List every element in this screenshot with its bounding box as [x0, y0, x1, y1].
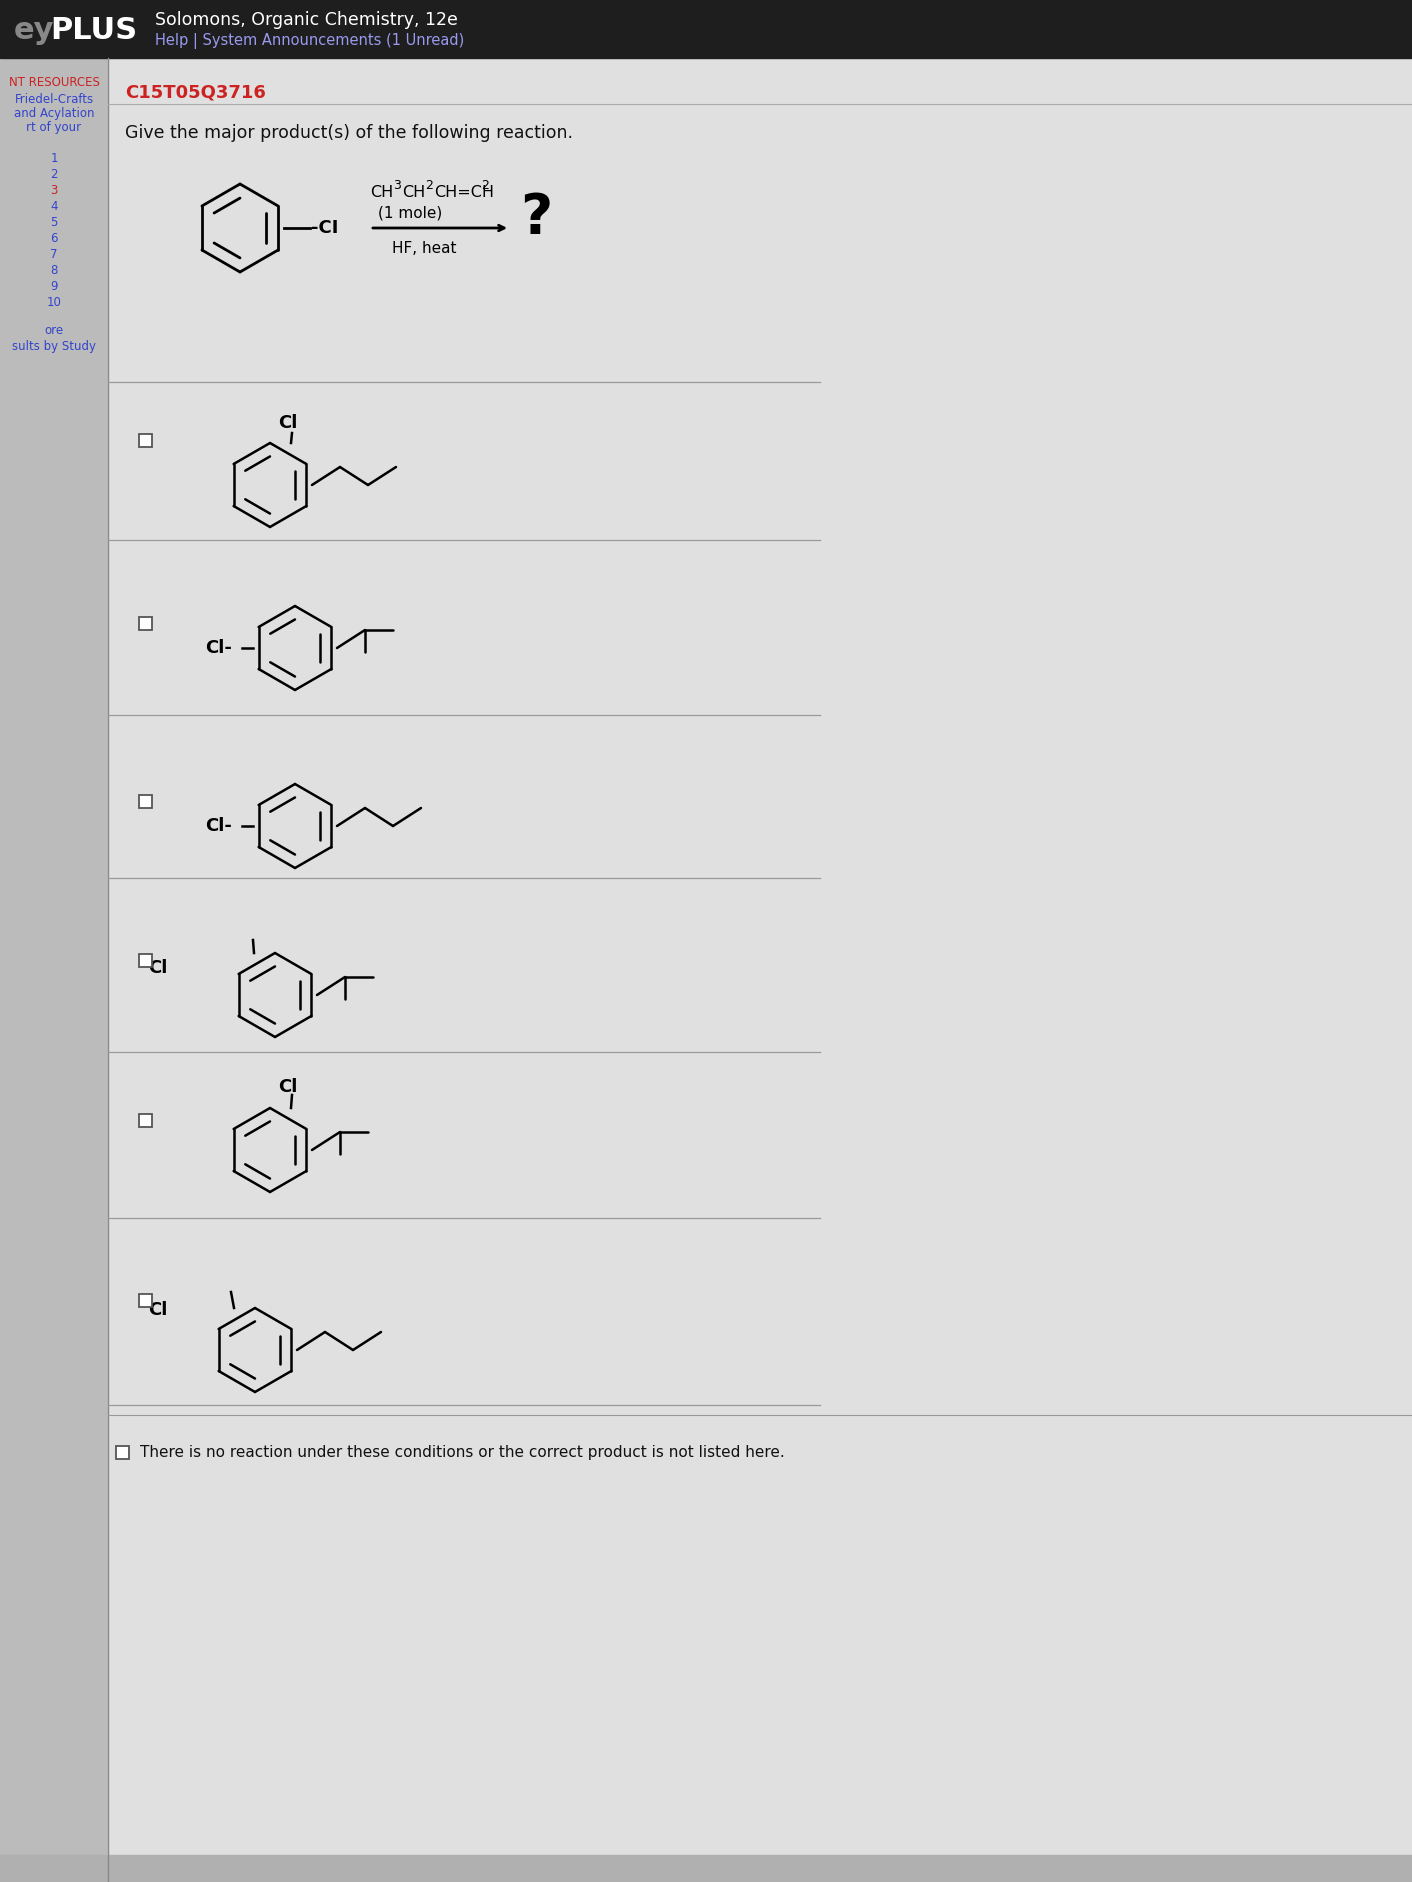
Text: Cl: Cl — [278, 1078, 298, 1095]
Text: ?: ? — [520, 190, 552, 245]
Bar — [138, 794, 151, 807]
Bar — [116, 1445, 128, 1459]
Text: NT RESOURCES: NT RESOURCES — [8, 75, 99, 88]
Text: Friedel-Crafts: Friedel-Crafts — [14, 92, 93, 105]
Text: (1 mole): (1 mole) — [378, 205, 442, 220]
Bar — [138, 1293, 151, 1306]
Text: 6: 6 — [51, 231, 58, 245]
Bar — [138, 954, 151, 967]
Text: 3: 3 — [51, 184, 58, 196]
Bar — [138, 1114, 151, 1127]
Text: -CI: -CI — [311, 218, 339, 237]
Text: sults by Study: sults by Study — [11, 339, 96, 352]
Text: 5: 5 — [51, 216, 58, 228]
Text: 2: 2 — [51, 167, 58, 181]
Text: 8: 8 — [51, 263, 58, 277]
Text: 10: 10 — [47, 295, 62, 309]
Bar — [138, 617, 151, 629]
Text: Solomons, Organic Chemistry, 12e: Solomons, Organic Chemistry, 12e — [155, 11, 457, 28]
Text: ore: ore — [44, 324, 64, 337]
Text: Cl: Cl — [278, 414, 298, 433]
Text: CH: CH — [402, 184, 425, 199]
Text: C15T05Q3716: C15T05Q3716 — [126, 83, 265, 102]
Text: Give the major product(s) of the following reaction.: Give the major product(s) of the followi… — [126, 124, 573, 141]
Text: Cl-: Cl- — [205, 640, 232, 657]
Bar — [0, 0, 1412, 58]
Text: 2: 2 — [425, 179, 433, 192]
Text: 7: 7 — [51, 248, 58, 260]
Text: rt of your: rt of your — [27, 120, 82, 134]
Text: HF, heat: HF, heat — [393, 241, 456, 256]
Text: Cl: Cl — [148, 960, 168, 977]
Bar — [0, 58, 107, 1882]
Text: and Acylation: and Acylation — [14, 107, 95, 119]
Text: ey: ey — [14, 15, 55, 45]
Bar — [0, 1856, 1412, 1882]
Text: PLUS: PLUS — [49, 15, 137, 45]
Text: Help | System Announcements (1 Unread): Help | System Announcements (1 Unread) — [155, 34, 465, 49]
Text: There is no reaction under these conditions or the correct product is not listed: There is no reaction under these conditi… — [140, 1445, 785, 1460]
Text: 2: 2 — [481, 179, 489, 192]
Text: 4: 4 — [51, 199, 58, 213]
Bar — [138, 433, 151, 446]
Text: CH=CH: CH=CH — [433, 184, 494, 199]
Text: 1: 1 — [51, 151, 58, 164]
Text: CH: CH — [370, 184, 394, 199]
Text: 3: 3 — [393, 179, 401, 192]
Text: 9: 9 — [51, 280, 58, 292]
Text: Cl-: Cl- — [205, 817, 232, 836]
Text: Cl: Cl — [148, 1300, 168, 1319]
